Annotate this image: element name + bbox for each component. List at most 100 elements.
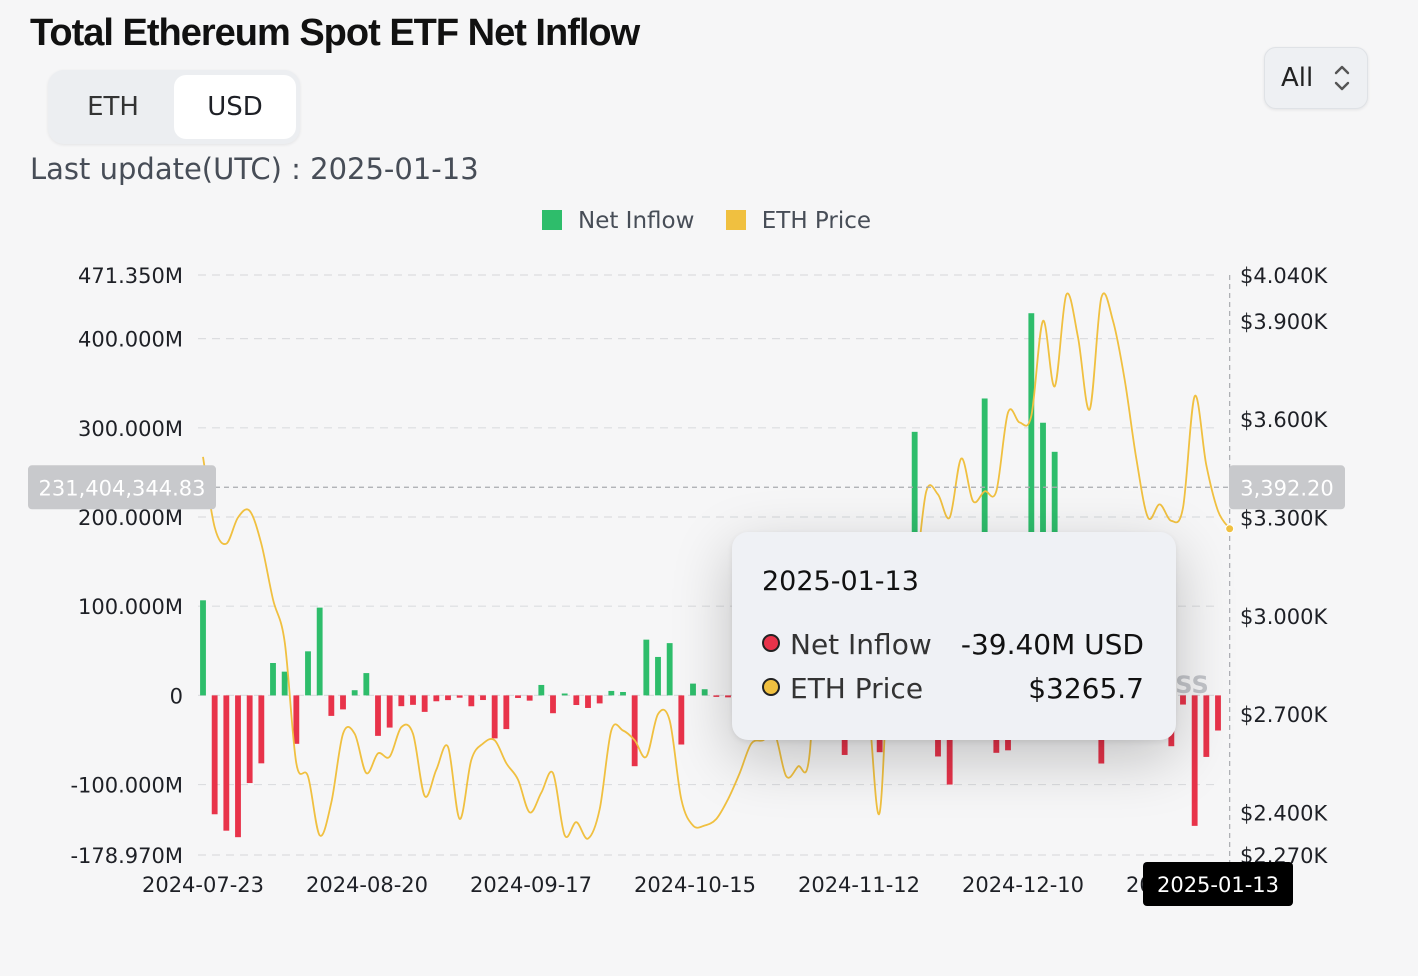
net-inflow-bar[interactable] <box>596 695 603 704</box>
net-inflow-bar[interactable] <box>1191 695 1198 826</box>
net-inflow-bar[interactable] <box>573 695 580 706</box>
y-left-tick-label: 0 <box>170 684 183 708</box>
y-right-tick-label: $3.000K <box>1240 605 1328 629</box>
net-inflow-bar[interactable] <box>235 695 241 838</box>
net-inflow-bar[interactable] <box>316 607 323 696</box>
chart-tooltip: 2025-01-13 Net Inflow -39.40M USD ETH Pr… <box>732 532 1176 740</box>
net-inflow-bar[interactable] <box>666 643 673 696</box>
x-tick-label: 2024-12-10 <box>962 873 1084 897</box>
net-inflow-bar[interactable] <box>305 651 311 696</box>
legend-swatch-eth-price <box>725 210 746 230</box>
y-right-tick-label: $3.300K <box>1240 506 1328 530</box>
x-hover-badge <box>1143 862 1293 906</box>
y-left-tick-label: 200.000M <box>78 506 183 530</box>
eth-price-line[interactable] <box>202 292 1231 840</box>
range-select-value: All <box>1281 63 1314 93</box>
net-inflow-bar[interactable] <box>538 684 545 696</box>
unit-toggle-eth[interactable]: ETH <box>87 92 139 122</box>
net-inflow-bar[interactable] <box>1203 695 1210 757</box>
net-inflow-bar[interactable] <box>620 691 626 696</box>
chart-legend: Net Inflow ETH Price <box>542 208 895 236</box>
net-inflow-bar[interactable] <box>643 639 650 696</box>
net-inflow-bar[interactable] <box>1180 695 1186 705</box>
net-inflow-bar[interactable] <box>701 689 708 696</box>
net-inflow-bar[interactable] <box>270 663 276 696</box>
net-inflow-bar[interactable] <box>725 695 731 698</box>
crosshair-left-label-bg <box>28 465 216 510</box>
net-inflow-bar[interactable] <box>351 690 358 696</box>
x-tick-label: 2024-11-12 <box>798 873 920 897</box>
net-inflow-bar[interactable] <box>200 600 206 696</box>
net-inflow-bar[interactable] <box>363 673 370 696</box>
legend-item-net-inflow[interactable]: Net Inflow <box>542 208 694 234</box>
net-inflow-bar[interactable] <box>293 695 300 744</box>
legend-swatch-net-inflow <box>542 210 562 230</box>
y-left-tick-label: 471.350M <box>78 264 183 288</box>
net-inflow-bar[interactable] <box>340 695 346 710</box>
unit-toggle[interactable]: ETH USD <box>48 70 300 144</box>
hover-point <box>1225 524 1235 534</box>
net-inflow-bar[interactable] <box>1028 313 1035 696</box>
net-inflow-bar[interactable] <box>480 695 486 701</box>
net-inflow-bar[interactable] <box>561 693 568 696</box>
range-select[interactable]: All <box>1264 47 1368 109</box>
net-inflow-bar[interactable] <box>281 671 288 696</box>
net-inflow-bar[interactable] <box>690 683 696 696</box>
net-inflow-bar[interactable] <box>433 695 440 702</box>
net-inflow-bar[interactable] <box>410 695 416 705</box>
net-inflow-bar[interactable] <box>503 695 510 730</box>
unit-toggle-usd[interactable]: USD <box>174 75 296 139</box>
tooltip-label-eth-price: ETH Price <box>790 672 924 705</box>
tooltip-dot-eth-price <box>762 678 780 696</box>
crosshair-right-label-bg <box>1229 465 1345 510</box>
x-tick-label: 2024-09-17 <box>470 873 592 897</box>
net-inflow-bar[interactable] <box>398 695 405 707</box>
y-left-tick-label: 400.000M <box>78 328 183 352</box>
y-right-tick-label: $4.040K <box>1240 264 1328 288</box>
legend-label-net-inflow: Net Inflow <box>578 208 695 234</box>
legend-item-eth-price[interactable]: ETH Price <box>725 208 872 234</box>
net-inflow-bar[interactable] <box>328 695 335 716</box>
net-inflow-bar[interactable] <box>678 695 685 745</box>
net-inflow-bar[interactable] <box>246 695 253 784</box>
chevron-updown-icon <box>1334 65 1350 91</box>
watermark-text: SS <box>1175 671 1209 699</box>
net-inflow-bar[interactable] <box>713 695 720 697</box>
x-tick-label: 2024-08-20 <box>306 873 428 897</box>
tooltip-row-eth-price: ETH Price $3265.7 <box>762 672 1144 708</box>
x-tick-label: 2024-07-23 <box>142 873 264 897</box>
net-inflow-bar[interactable] <box>445 695 451 701</box>
crosshair-left-label: 231,404,344.83 <box>39 476 206 500</box>
tooltip-value-net-inflow: -39.40M USD <box>960 628 1144 661</box>
legend-label-eth-price: ETH Price <box>761 208 872 234</box>
net-inflow-bar[interactable] <box>421 695 428 712</box>
net-inflow-bar[interactable] <box>468 695 475 707</box>
net-inflow-bar[interactable] <box>258 695 265 764</box>
tooltip-label-net-inflow: Net Inflow <box>790 628 932 661</box>
net-inflow-bar[interactable] <box>211 695 218 815</box>
net-inflow-bar[interactable] <box>456 695 463 698</box>
last-update-text: Last update(UTC) : 2025-01-13 <box>30 152 479 186</box>
y-left-tick-label: -178.970M <box>70 844 183 868</box>
tooltip-date: 2025-01-13 <box>762 566 919 597</box>
net-inflow-bar[interactable] <box>550 695 556 714</box>
tooltip-dot-net-inflow <box>762 634 780 652</box>
y-left-tick-label: 300.000M <box>78 417 183 441</box>
net-inflow-bar[interactable] <box>386 695 393 728</box>
net-inflow-bar[interactable] <box>526 695 533 701</box>
net-inflow-bar[interactable] <box>1215 695 1221 731</box>
net-inflow-bar[interactable] <box>515 695 521 698</box>
net-inflow-bar[interactable] <box>608 690 615 696</box>
net-inflow-bar[interactable] <box>585 695 591 708</box>
page-title: Total Ethereum Spot ETF Net Inflow <box>30 12 640 54</box>
y-right-tick-label: $2.700K <box>1240 703 1328 727</box>
net-inflow-bar[interactable] <box>375 695 381 736</box>
crosshair-right-label: 3,392.20 <box>1240 476 1334 500</box>
y-left-tick-label: 100.000M <box>78 595 183 619</box>
net-inflow-bar[interactable] <box>655 656 661 696</box>
net-inflow-bar[interactable] <box>491 695 498 739</box>
net-inflow-bar[interactable] <box>631 695 638 767</box>
net-inflow-bar[interactable] <box>223 695 230 831</box>
y-left-tick-label: -100.000M <box>70 774 183 798</box>
